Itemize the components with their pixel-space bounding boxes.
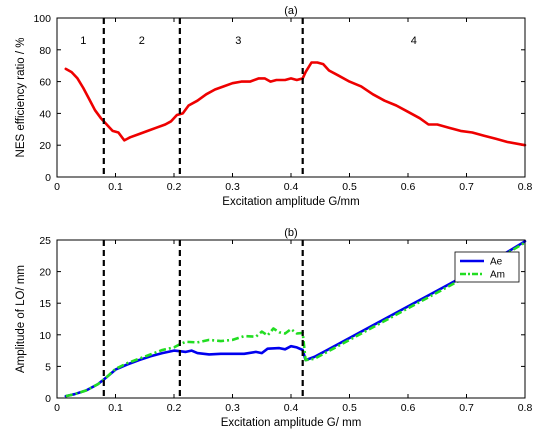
panel-b-xtick-label: 0.3 (225, 402, 240, 414)
panel-a-xtick-label: 0.4 (284, 181, 299, 193)
panel-b-axes-frame (56, 239, 526, 399)
panel-b-xlabel: Excitation amplitude G/ mm (221, 417, 362, 429)
panel-b-xtick-label: 0.5 (342, 402, 357, 414)
panel-a-ylabel: NES efficiency ratio / % (15, 38, 27, 158)
panel-b-ytick-label: 0 (45, 393, 51, 405)
panel-a-axes-frame (56, 17, 526, 178)
panel-a-region-label: 1 (80, 35, 86, 47)
panel-a-region-label: 4 (411, 35, 417, 47)
panel-b-xtick-label: 0.6 (401, 402, 416, 414)
panel-a-ytick-label: 100 (33, 13, 51, 25)
panel-a-xtick-label: 0 (54, 181, 60, 193)
panel-b-xtick-label: 0 (54, 402, 60, 414)
panel-b-xtick-label: 0.8 (518, 402, 533, 414)
panel-b-ytick-label: 25 (39, 235, 51, 247)
panel-b-ytick-label: 5 (45, 361, 51, 373)
panel-b-ytick-label: 10 (39, 330, 51, 342)
panel-a-region-label: 3 (235, 35, 241, 47)
panel-a-xtick-label: 0.2 (167, 181, 182, 193)
panel-a-series-line-0 (64, 61, 527, 147)
panel-a-region-label: 2 (139, 35, 145, 47)
panel-a-xtick-label: 0.5 (342, 181, 357, 193)
panel-b-xtick-label: 0.2 (167, 402, 182, 414)
panel-a-xtick-label: 0.8 (518, 181, 533, 193)
panel-a-ytick-label: 40 (39, 108, 51, 120)
panel-b-ytick-label: 20 (39, 267, 51, 279)
panel-b-series-line-am (65, 241, 526, 398)
panel-b-ylabel: Amplitude of LO/ mm (15, 265, 27, 373)
panel-b-ytick-label: 15 (39, 298, 51, 310)
panel-b-xtick-label: 0.1 (108, 402, 123, 414)
panel-a-xtick-label: 0.3 (225, 181, 240, 193)
panel-b-xtick-label: 0.7 (459, 402, 474, 414)
panel-b-xtick-label: 0.4 (284, 402, 299, 414)
panel-a-ytick-label: 20 (39, 140, 51, 152)
panel-a-title: (a) (284, 5, 297, 17)
panel-a-ytick-label: 80 (39, 45, 51, 57)
panel-a-xlabel: Excitation amplitude G/mm (222, 196, 359, 208)
panel-b-legend-box (454, 251, 520, 283)
panel-a-ytick-label: 60 (39, 77, 51, 89)
panel-b-legend-label-am: Am (490, 270, 505, 281)
panel-b-legend-label-ae: Ae (490, 257, 503, 268)
panel-a-ytick-label: 0 (45, 172, 51, 184)
panel-b-title: (b) (284, 227, 297, 239)
panel-a-xtick-label: 0.6 (401, 181, 416, 193)
panel-a-xtick-label: 0.7 (459, 181, 474, 193)
panel-a-xtick-label: 0.1 (108, 181, 123, 193)
